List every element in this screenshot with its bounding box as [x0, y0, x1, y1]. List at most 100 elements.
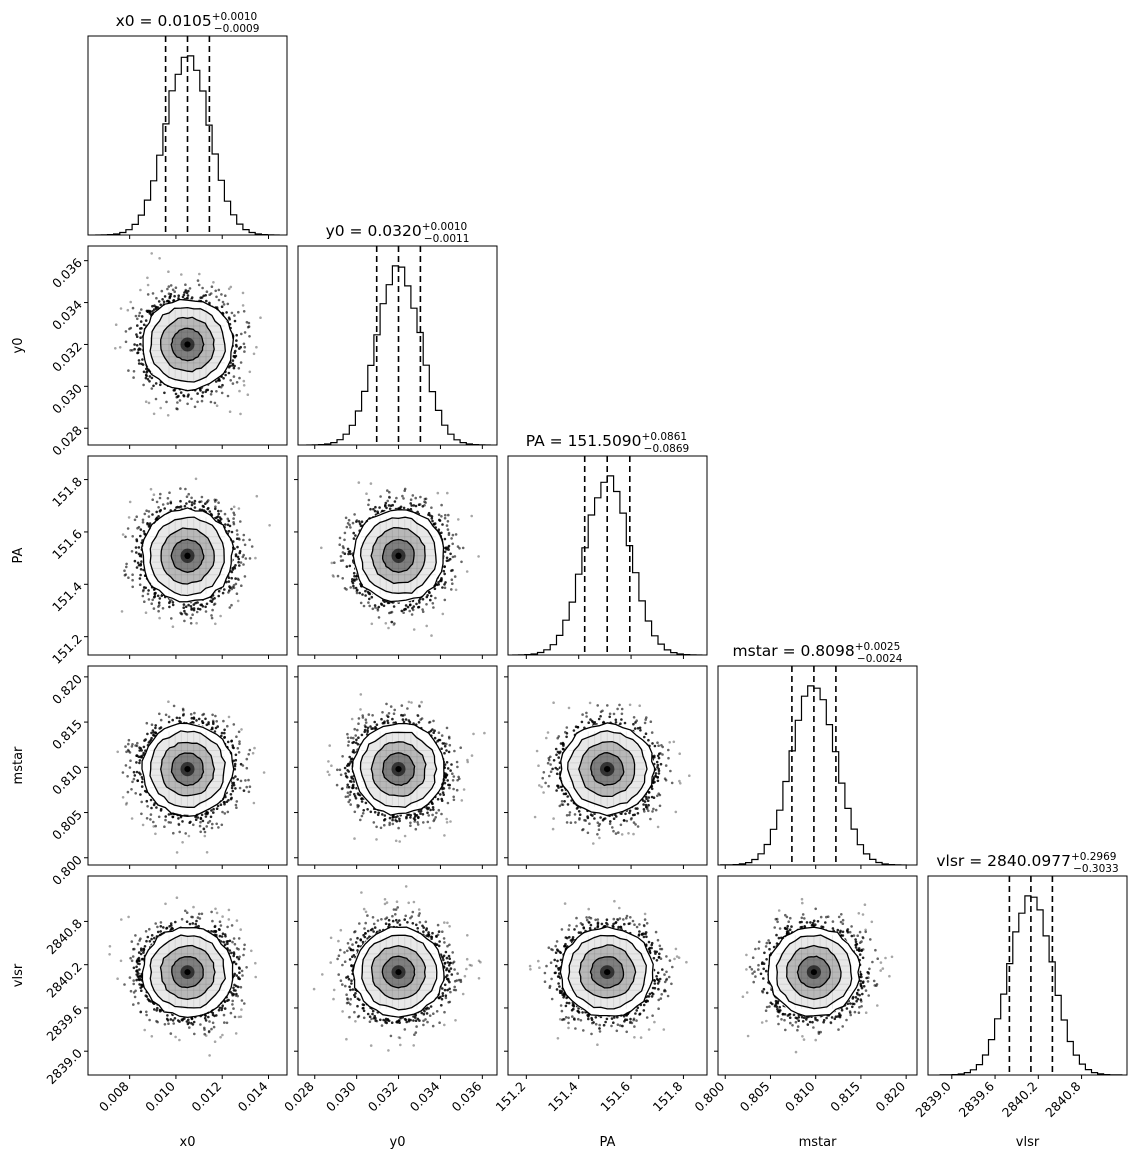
axes-frame	[507, 665, 708, 866]
x-tick-label-PA: 151.4	[545, 1078, 581, 1114]
y-tick-label-mstar: 0.805	[49, 807, 85, 843]
x-tick-label-y0: 0.030	[323, 1078, 359, 1114]
contour-PA-mstar	[590, 752, 625, 787]
y-tick-label-PA: 151.2	[49, 631, 85, 667]
panel-PA-PA: PA = 151.5090+0.0861 −0.0869	[507, 431, 708, 659]
contour-PA-vlsr	[578, 944, 637, 999]
contour-y0-PA	[352, 509, 445, 603]
contour-y0-mstar	[381, 752, 416, 786]
panel-vlsr-mstar	[714, 875, 918, 1079]
contour-x0-vlsr	[149, 934, 226, 1009]
y-tick-label-vlsr: 2840.8	[43, 916, 85, 958]
y-axis-label-y0: y0	[11, 338, 26, 354]
panel-y0-x0	[84, 245, 288, 449]
x-axis-label-vlsr: vlsr	[1016, 1135, 1040, 1150]
axes-frame	[507, 455, 708, 656]
axes-frame	[297, 455, 498, 656]
contour-mstar-vlsr	[796, 955, 831, 989]
x-tick-label-PA: 151.8	[650, 1078, 686, 1114]
y-tick-label-PA: 151.4	[49, 579, 85, 615]
y-tick-label-mstar: 0.820	[49, 671, 85, 707]
y-tick-label-y0: 0.034	[49, 297, 85, 333]
contour-y0-vlsr	[361, 934, 438, 1011]
panel-PA-x0	[84, 455, 288, 659]
contour-y0-vlsr	[381, 955, 416, 989]
title-x0: x0 = 0.0105+0.0010 −0.0009	[116, 11, 260, 35]
x-tick-label-mstar: 0.800	[691, 1078, 727, 1114]
axes-frame	[297, 875, 498, 1076]
panel-y0-y0: y0 = 0.0320+0.0010 −0.0011	[297, 221, 498, 449]
x-tick-label-vlsr: 2839.0	[912, 1078, 954, 1120]
contour-y0-mstar	[359, 731, 438, 808]
y-axis-label-PA: PA	[11, 547, 26, 563]
contour-PA-mstar	[567, 730, 648, 809]
contour-y0-PA	[359, 516, 437, 594]
panel-mstar-mstar: mstar = 0.8098+0.0025 −0.0024	[717, 641, 918, 869]
contour-x0-mstar	[170, 752, 205, 787]
contour-y0-vlsr	[370, 945, 427, 1000]
y-tick-label-vlsr: 2839.0	[43, 1046, 85, 1088]
y-tick-label-PA: 151.6	[49, 526, 85, 562]
contour-x0-PA	[149, 516, 225, 597]
contour-PA-vlsr	[559, 926, 654, 1017]
y-tick-label-PA: 151.8	[49, 474, 85, 510]
axes-frame	[87, 455, 288, 656]
x-tick-label-y0: 0.034	[407, 1078, 443, 1114]
panel-PA-y0	[294, 455, 498, 659]
x-tick-label-mstar: 0.820	[872, 1078, 908, 1114]
x-axis-label-PA: PA	[600, 1135, 616, 1150]
contour-PA-mstar	[559, 722, 656, 817]
contour-PA-mstar	[578, 740, 636, 798]
contour-PA-vlsr	[589, 956, 625, 989]
axes-frame	[927, 875, 1128, 1076]
x-axis-label-mstar: mstar	[799, 1135, 838, 1150]
contour-PA-vlsr	[567, 934, 647, 1010]
contour-x0-vlsr	[141, 926, 234, 1019]
x-tick-label-PA: 151.2	[493, 1079, 529, 1115]
y-tick-label-vlsr: 2839.6	[43, 1002, 85, 1044]
axes-frame	[87, 35, 288, 236]
x-tick-label-vlsr: 2840.2	[999, 1079, 1041, 1121]
contour-x0-vlsr	[159, 944, 216, 1000]
contour-x0-mstar	[141, 722, 235, 817]
title-vlsr: vlsr = 2840.0977+0.2969 −0.3033	[936, 851, 1118, 875]
panel-vlsr-PA	[504, 875, 708, 1079]
panel-vlsr-vlsr: vlsr = 2840.0977+0.2969 −0.3033	[927, 851, 1128, 1079]
contour-y0-PA	[381, 538, 415, 573]
axes-frame	[87, 875, 288, 1076]
y-tick-label-y0: 0.030	[49, 381, 85, 417]
contour-mstar-vlsr	[767, 926, 861, 1017]
y-tick-label-y0: 0.032	[49, 339, 85, 375]
contour-x0-mstar	[149, 730, 226, 808]
y-tick-label-y0: 0.036	[49, 255, 85, 291]
contour-x0-mstar	[160, 741, 216, 797]
x-tick-label-x0: 0.014	[235, 1078, 271, 1114]
contour-x0-PA	[141, 507, 235, 603]
y-tick-label-mstar: 0.815	[49, 716, 85, 752]
panel-mstar-x0	[84, 665, 288, 869]
axes-frame	[87, 245, 288, 446]
axes-frame	[507, 875, 708, 1076]
y-tick-label-vlsr: 2840.2	[43, 959, 85, 1001]
x-tick-label-y0: 0.028	[281, 1078, 317, 1114]
x-tick-label-y0: 0.036	[449, 1078, 485, 1114]
contour-y0-vlsr	[352, 926, 445, 1018]
x-tick-label-mstar: 0.810	[782, 1078, 818, 1114]
axes-frame	[717, 875, 918, 1076]
contour-x0-PA	[170, 538, 205, 573]
contour-x0-y0	[142, 298, 235, 392]
x-tick-label-y0: 0.032	[365, 1079, 401, 1115]
x-tick-label-x0: 0.012	[188, 1079, 224, 1115]
axes-frame	[297, 665, 498, 866]
y-tick-label-mstar: 0.800	[49, 852, 85, 888]
hist-mstar	[720, 685, 907, 865]
contour-x0-y0	[170, 327, 205, 362]
contour-y0-mstar	[351, 722, 445, 816]
panel-mstar-PA	[504, 665, 708, 869]
contour-mstar-vlsr	[775, 934, 853, 1010]
title-mstar: mstar = 0.8098+0.0025 −0.0024	[733, 641, 903, 665]
contour-x0-vlsr	[171, 956, 204, 989]
axes-frame	[87, 665, 288, 866]
x-tick-label-mstar: 0.815	[827, 1079, 863, 1115]
